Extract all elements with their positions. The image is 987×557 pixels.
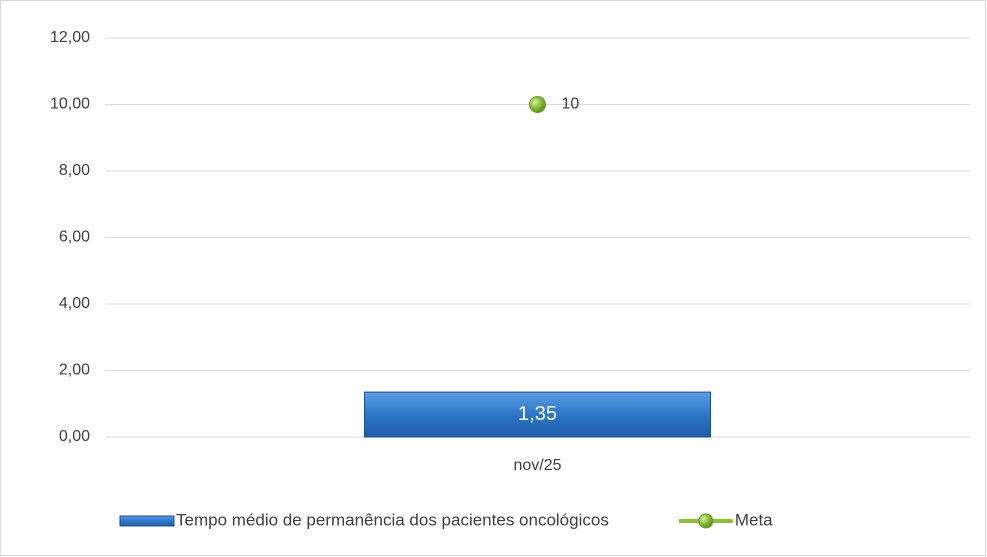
line-marker (529, 96, 546, 113)
y-tick-label: 12,00 (50, 29, 90, 46)
legend-marker (698, 513, 714, 529)
bar (364, 391, 711, 438)
y-tick-label: 4,00 (59, 295, 90, 312)
x-tick-label: nov/25 (513, 457, 561, 474)
y-tick-label: 2,00 (59, 362, 90, 379)
data-label: 10 (562, 96, 580, 113)
legend-swatch (119, 515, 175, 527)
data-label: 1,35 (518, 403, 557, 425)
y-tick-label: 8,00 (59, 162, 90, 179)
y-tick-label: 6,00 (59, 229, 90, 246)
legend-label: Meta (735, 510, 773, 529)
y-tick-label: 10,00 (50, 96, 90, 113)
legend-label: Tempo médio de permanência dos pacientes… (176, 510, 609, 529)
y-tick-label: 0,00 (59, 428, 90, 445)
